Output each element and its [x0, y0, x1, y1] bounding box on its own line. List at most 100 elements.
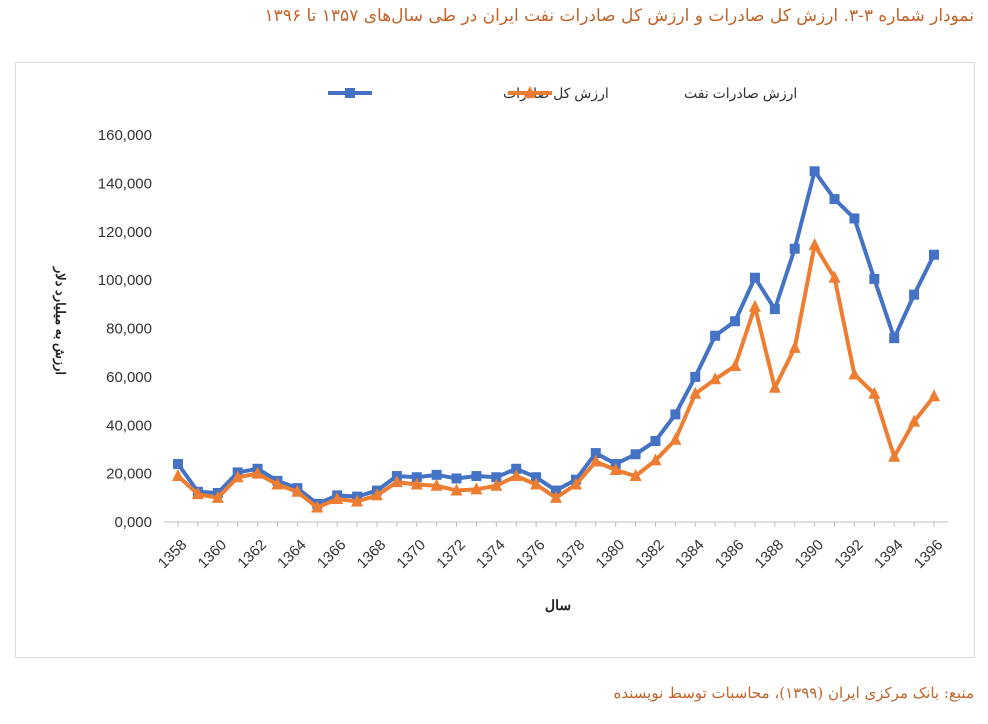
data-point-square: [849, 213, 860, 224]
data-point-square: [471, 471, 482, 482]
x-tick-label: 1390: [791, 536, 827, 572]
data-point-triangle: [888, 449, 901, 462]
data-point-triangle: [689, 386, 702, 399]
data-point-triangle: [510, 469, 523, 482]
data-point-square: [491, 472, 502, 483]
data-point-square: [511, 463, 522, 474]
legend-label: ارزش صادرات نفت: [684, 85, 797, 102]
data-point-square: [730, 316, 741, 327]
y-tick-label: 80,000: [106, 321, 152, 338]
data-point-triangle: [390, 475, 403, 488]
x-tick-label: 1368: [354, 536, 390, 572]
y-tick-label: 120,000: [98, 224, 152, 241]
data-point-square: [590, 448, 601, 459]
data-point-triangle: [351, 494, 364, 507]
x-tick-label: 1384: [672, 536, 708, 572]
data-point-triangle: [251, 466, 264, 479]
data-point-triangle: [370, 488, 383, 501]
data-point-triangle: [311, 500, 324, 513]
data-point-square: [531, 472, 542, 483]
x-axis: 1358 1360 1362 1364 1366 1368 1370 1372 1374 1376…: [155, 522, 947, 572]
data-point-square: [630, 449, 641, 460]
y-tick-label: 140,000: [98, 175, 152, 192]
data-point-square: [670, 409, 681, 420]
data-point-triangle: [191, 487, 204, 500]
data-point-square: [809, 166, 820, 177]
data-point-triangle: [331, 492, 344, 505]
data-point-square: [749, 272, 760, 283]
series-line: [176, 169, 936, 506]
data-point-triangle: [669, 432, 682, 445]
data-point-triangle: [828, 270, 841, 283]
data-point-triangle: [569, 477, 582, 490]
data-point-square: [650, 435, 661, 446]
series-line: [176, 243, 936, 510]
data-point-square: [769, 304, 780, 315]
data-point-triangle: [808, 238, 821, 251]
data-point-triangle: [490, 478, 503, 491]
data-point-triangle: [470, 482, 483, 495]
data-point-triangle: [748, 299, 761, 312]
data-point-triangle: [768, 380, 781, 393]
x-tick-label: 1374: [473, 536, 509, 572]
data-point-triangle: [709, 372, 722, 385]
data-point-triangle: [530, 477, 543, 490]
y-tick-label: 160,000: [98, 127, 152, 144]
x-axis-label: سال: [545, 597, 571, 613]
data-point-triangle: [172, 469, 184, 482]
data-point-triangle: [649, 453, 662, 466]
x-tick-label: 1372: [433, 536, 469, 572]
data-point-square: [690, 371, 701, 382]
data-point-square: [173, 458, 183, 469]
x-tick-label: 1388: [752, 536, 788, 572]
y-tick-label: 60,000: [106, 369, 152, 386]
data-point-square: [411, 472, 422, 483]
x-tick-label: 1396: [911, 536, 947, 572]
x-tick-label: 1392: [831, 536, 867, 572]
y-tick-label: 20,000: [106, 466, 152, 483]
data-point-triangle: [450, 483, 463, 496]
data-point-triangle: [609, 462, 622, 475]
x-tick-label: 1386: [712, 536, 748, 572]
data-point-triangle: [211, 490, 224, 503]
legend: ارزش کل صادرات ارزش صادرات نفت: [328, 85, 797, 102]
x-tick-label: 1370: [393, 536, 429, 572]
x-tick-label: 1360: [195, 536, 231, 572]
series-total-exports: [173, 166, 939, 509]
legend-item-total-exports: ارزش کل صادرات: [328, 85, 609, 102]
data-point-triangle: [589, 454, 602, 467]
source-note: منبع: بانک مرکزی ایران (۱۳۹۹)، محاسبات ت…: [613, 684, 974, 702]
x-tick-label: 1358: [155, 536, 191, 572]
data-point-triangle: [788, 340, 801, 353]
data-point-triangle: [629, 469, 642, 482]
x-tick-label: 1382: [632, 536, 668, 572]
legend-marker-triangle: [524, 86, 536, 98]
data-point-triangle: [291, 484, 304, 497]
data-point-triangle: [410, 477, 423, 490]
x-tick-label: 1378: [553, 536, 589, 572]
data-point-triangle: [928, 389, 940, 402]
data-point-square: [889, 333, 900, 344]
data-point-triangle: [908, 414, 921, 427]
data-point-triangle: [271, 477, 284, 490]
data-point-triangle: [231, 470, 244, 483]
x-tick-label: 1394: [871, 536, 907, 572]
x-tick-label: 1376: [513, 536, 549, 572]
data-point-triangle: [430, 478, 443, 491]
y-axis-label: ارزش به میلیارد دلار: [52, 266, 68, 375]
legend-marker-square: [345, 88, 355, 98]
chart-frame: 0,000 20,000 40,000 60,000 80,000 100,000 120,…: [15, 62, 975, 658]
data-point-square: [829, 194, 840, 205]
data-point-triangle: [868, 386, 881, 399]
series-oil-exports: [172, 238, 940, 513]
data-point-square: [869, 273, 880, 284]
data-point-triangle: [729, 358, 742, 371]
y-tick-label: 100,000: [98, 272, 152, 289]
x-tick-label: 1364: [274, 536, 310, 572]
y-tick-label: 0,000: [114, 514, 152, 531]
data-point-square: [929, 249, 939, 260]
series-group: [172, 166, 940, 513]
x-tick-label: 1380: [592, 536, 628, 572]
data-point-square: [431, 469, 442, 480]
legend-item-oil-exports: ارزش صادرات نفت: [508, 85, 797, 102]
